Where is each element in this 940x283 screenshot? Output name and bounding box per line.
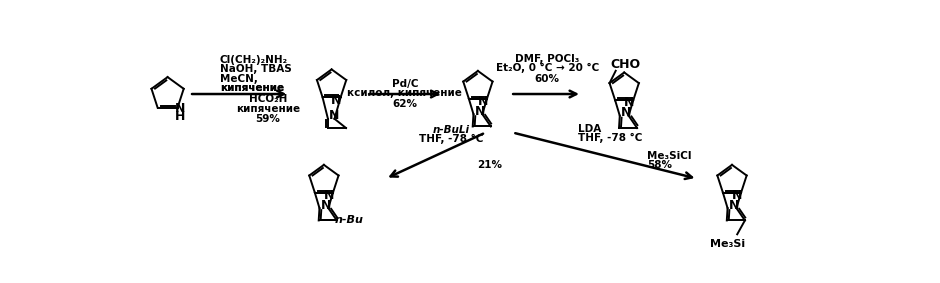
Text: MeCN,: MeCN, <box>220 74 258 83</box>
Text: NaOH, TBAS: NaOH, TBAS <box>220 64 291 74</box>
Text: N: N <box>624 96 635 109</box>
Text: N: N <box>324 188 335 201</box>
Text: Cl(CH₂)₂NH₂: Cl(CH₂)₂NH₂ <box>220 55 288 65</box>
Text: Et₂O, 0 °C → 20 °C: Et₂O, 0 °C → 20 °C <box>495 63 599 73</box>
Text: n-Bu: n-Bu <box>335 215 364 226</box>
Text: ксилол, кипячение: ксилол, кипячение <box>347 88 462 98</box>
Text: N: N <box>478 95 488 108</box>
Text: кипячение: кипячение <box>220 83 284 93</box>
Text: N: N <box>175 102 185 115</box>
Text: N: N <box>732 188 743 201</box>
Text: H: H <box>175 110 185 123</box>
Text: THF, -78 °C: THF, -78 °C <box>578 133 642 143</box>
Text: N: N <box>331 94 341 107</box>
Text: кипячение: кипячение <box>236 104 300 114</box>
Text: N: N <box>728 199 739 211</box>
Text: LDA: LDA <box>578 124 602 134</box>
Text: 62%: 62% <box>392 99 417 109</box>
Text: CHO: CHO <box>610 58 640 71</box>
Text: N: N <box>321 199 331 211</box>
Text: n-BuLi: n-BuLi <box>432 125 469 135</box>
Text: N: N <box>329 109 339 122</box>
Text: N: N <box>475 105 485 118</box>
Text: 21%: 21% <box>477 160 502 170</box>
Text: Me₃Si: Me₃Si <box>711 239 745 248</box>
Text: Pd/C: Pd/C <box>391 79 418 89</box>
Text: 58%: 58% <box>648 160 672 170</box>
Text: N: N <box>620 106 631 119</box>
Text: 60%: 60% <box>535 74 559 84</box>
Text: HCO₂H: HCO₂H <box>248 95 287 104</box>
Text: DMF, POCl₃: DMF, POCl₃ <box>515 53 579 64</box>
Text: кипячение: кипячение <box>220 83 284 93</box>
Text: THF, -78 °C: THF, -78 °C <box>418 134 483 144</box>
Text: 59%: 59% <box>256 114 280 125</box>
Text: Me₃SiCl: Me₃SiCl <box>648 151 692 161</box>
